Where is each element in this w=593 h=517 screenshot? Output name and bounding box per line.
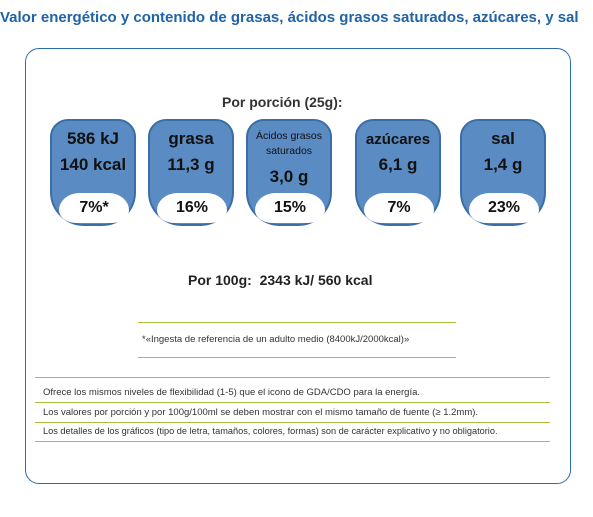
info-line-3: Los detalles de los gráficos (tipo de le… — [43, 426, 498, 436]
divider-bottom — [138, 357, 456, 358]
energy-badge: 586 kJ 140 kcal 7%* — [50, 119, 136, 226]
sugars-amount: 6,1 g — [378, 155, 418, 174]
saturated-label-2: saturados — [265, 145, 313, 157]
salt-badge: sal 1,4 g 23% — [460, 119, 546, 226]
energy-kj: 586 kJ — [67, 129, 119, 148]
energy-kcal: 140 kcal — [59, 155, 127, 174]
per-portion-label: Por porción (25g): — [222, 94, 343, 110]
page-heading: Valor energético y contenido de grasas, … — [0, 9, 579, 26]
fat-percent: 16% — [157, 193, 227, 223]
saturated-label-1: Ácidos grasos — [256, 130, 322, 142]
saturated-fat-badge: Ácidos grasos saturados 3,0 g 15% — [246, 119, 332, 226]
salt-label: sal — [491, 129, 515, 148]
divider-info-top — [35, 377, 550, 378]
fat-badge: grasa 11,3 g 16% — [148, 119, 234, 226]
salt-percent: 23% — [469, 193, 539, 223]
fat-label: grasa — [168, 129, 214, 148]
info-line-2: Los valores por porción y por 100g/100ml… — [43, 407, 479, 418]
per-100g-label: Por 100g: 2343 kJ/ 560 kcal — [188, 272, 373, 288]
energy-percent: 7%* — [59, 193, 129, 223]
salt-amount: 1,4 g — [483, 155, 523, 174]
reference-note: *«Ingesta de referencia de un adulto med… — [142, 334, 410, 345]
saturated-percent: 15% — [255, 193, 325, 223]
sugars-label: azúcares — [365, 131, 431, 148]
sugars-percent: 7% — [364, 193, 434, 223]
divider-info-3 — [35, 441, 550, 442]
nutrition-panel — [25, 48, 571, 484]
divider-info-1 — [35, 402, 550, 403]
info-line-1: Ofrece los mismos niveles de flexibilida… — [43, 387, 421, 398]
divider-info-2 — [35, 422, 550, 423]
sugars-badge: azúcares 6,1 g 7% — [355, 119, 441, 226]
fat-amount: 11,3 g — [167, 155, 215, 174]
saturated-amount: 3,0 g — [269, 167, 309, 186]
divider-top — [138, 322, 456, 323]
